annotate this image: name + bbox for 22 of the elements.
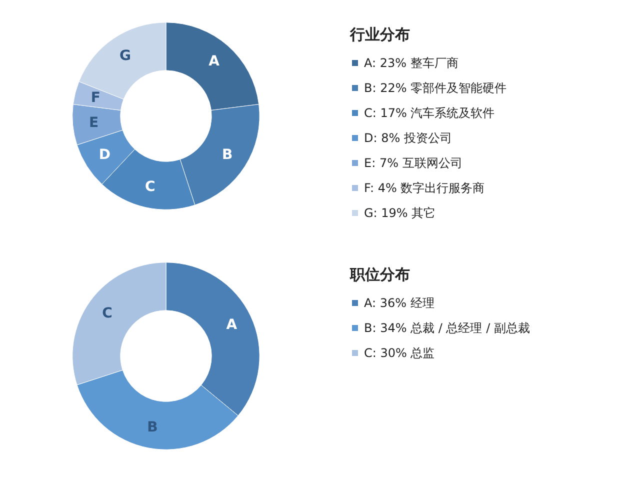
chart-title: 行业分布 [349,26,410,44]
legend-label: B: 34% 总裁 / 总经理 / 副总裁 [364,321,530,335]
chart-title: 职位分布 [349,266,410,284]
legend-label: C: 30% 总监 [364,346,435,360]
legend-label: C: 17% 汽车系统及软件 [364,106,495,120]
data-label: C [102,305,112,322]
legend-label: B: 22% 零部件及智能硬件 [364,81,507,95]
legend-label: F: 4% 数字出行服务商 [364,181,485,195]
data-label: G [119,48,131,64]
data-label: F [90,90,100,106]
data-label: D [98,146,111,163]
data-label: A [208,54,220,70]
data-label: A [226,317,238,334]
legend-label: D: 8% 投资公司 [364,131,452,145]
data-label: C [145,178,156,195]
legend-label: A: 36% 经理 [364,296,434,310]
data-label: B [222,146,233,163]
legend-label: A: 23% 整车厂商 [364,56,458,70]
legend-label: G: 19% 其它 [364,206,436,220]
data-label: E [88,114,99,131]
data-label: B [147,419,158,436]
legend-label: E: 7% 互联网公司 [364,156,462,170]
